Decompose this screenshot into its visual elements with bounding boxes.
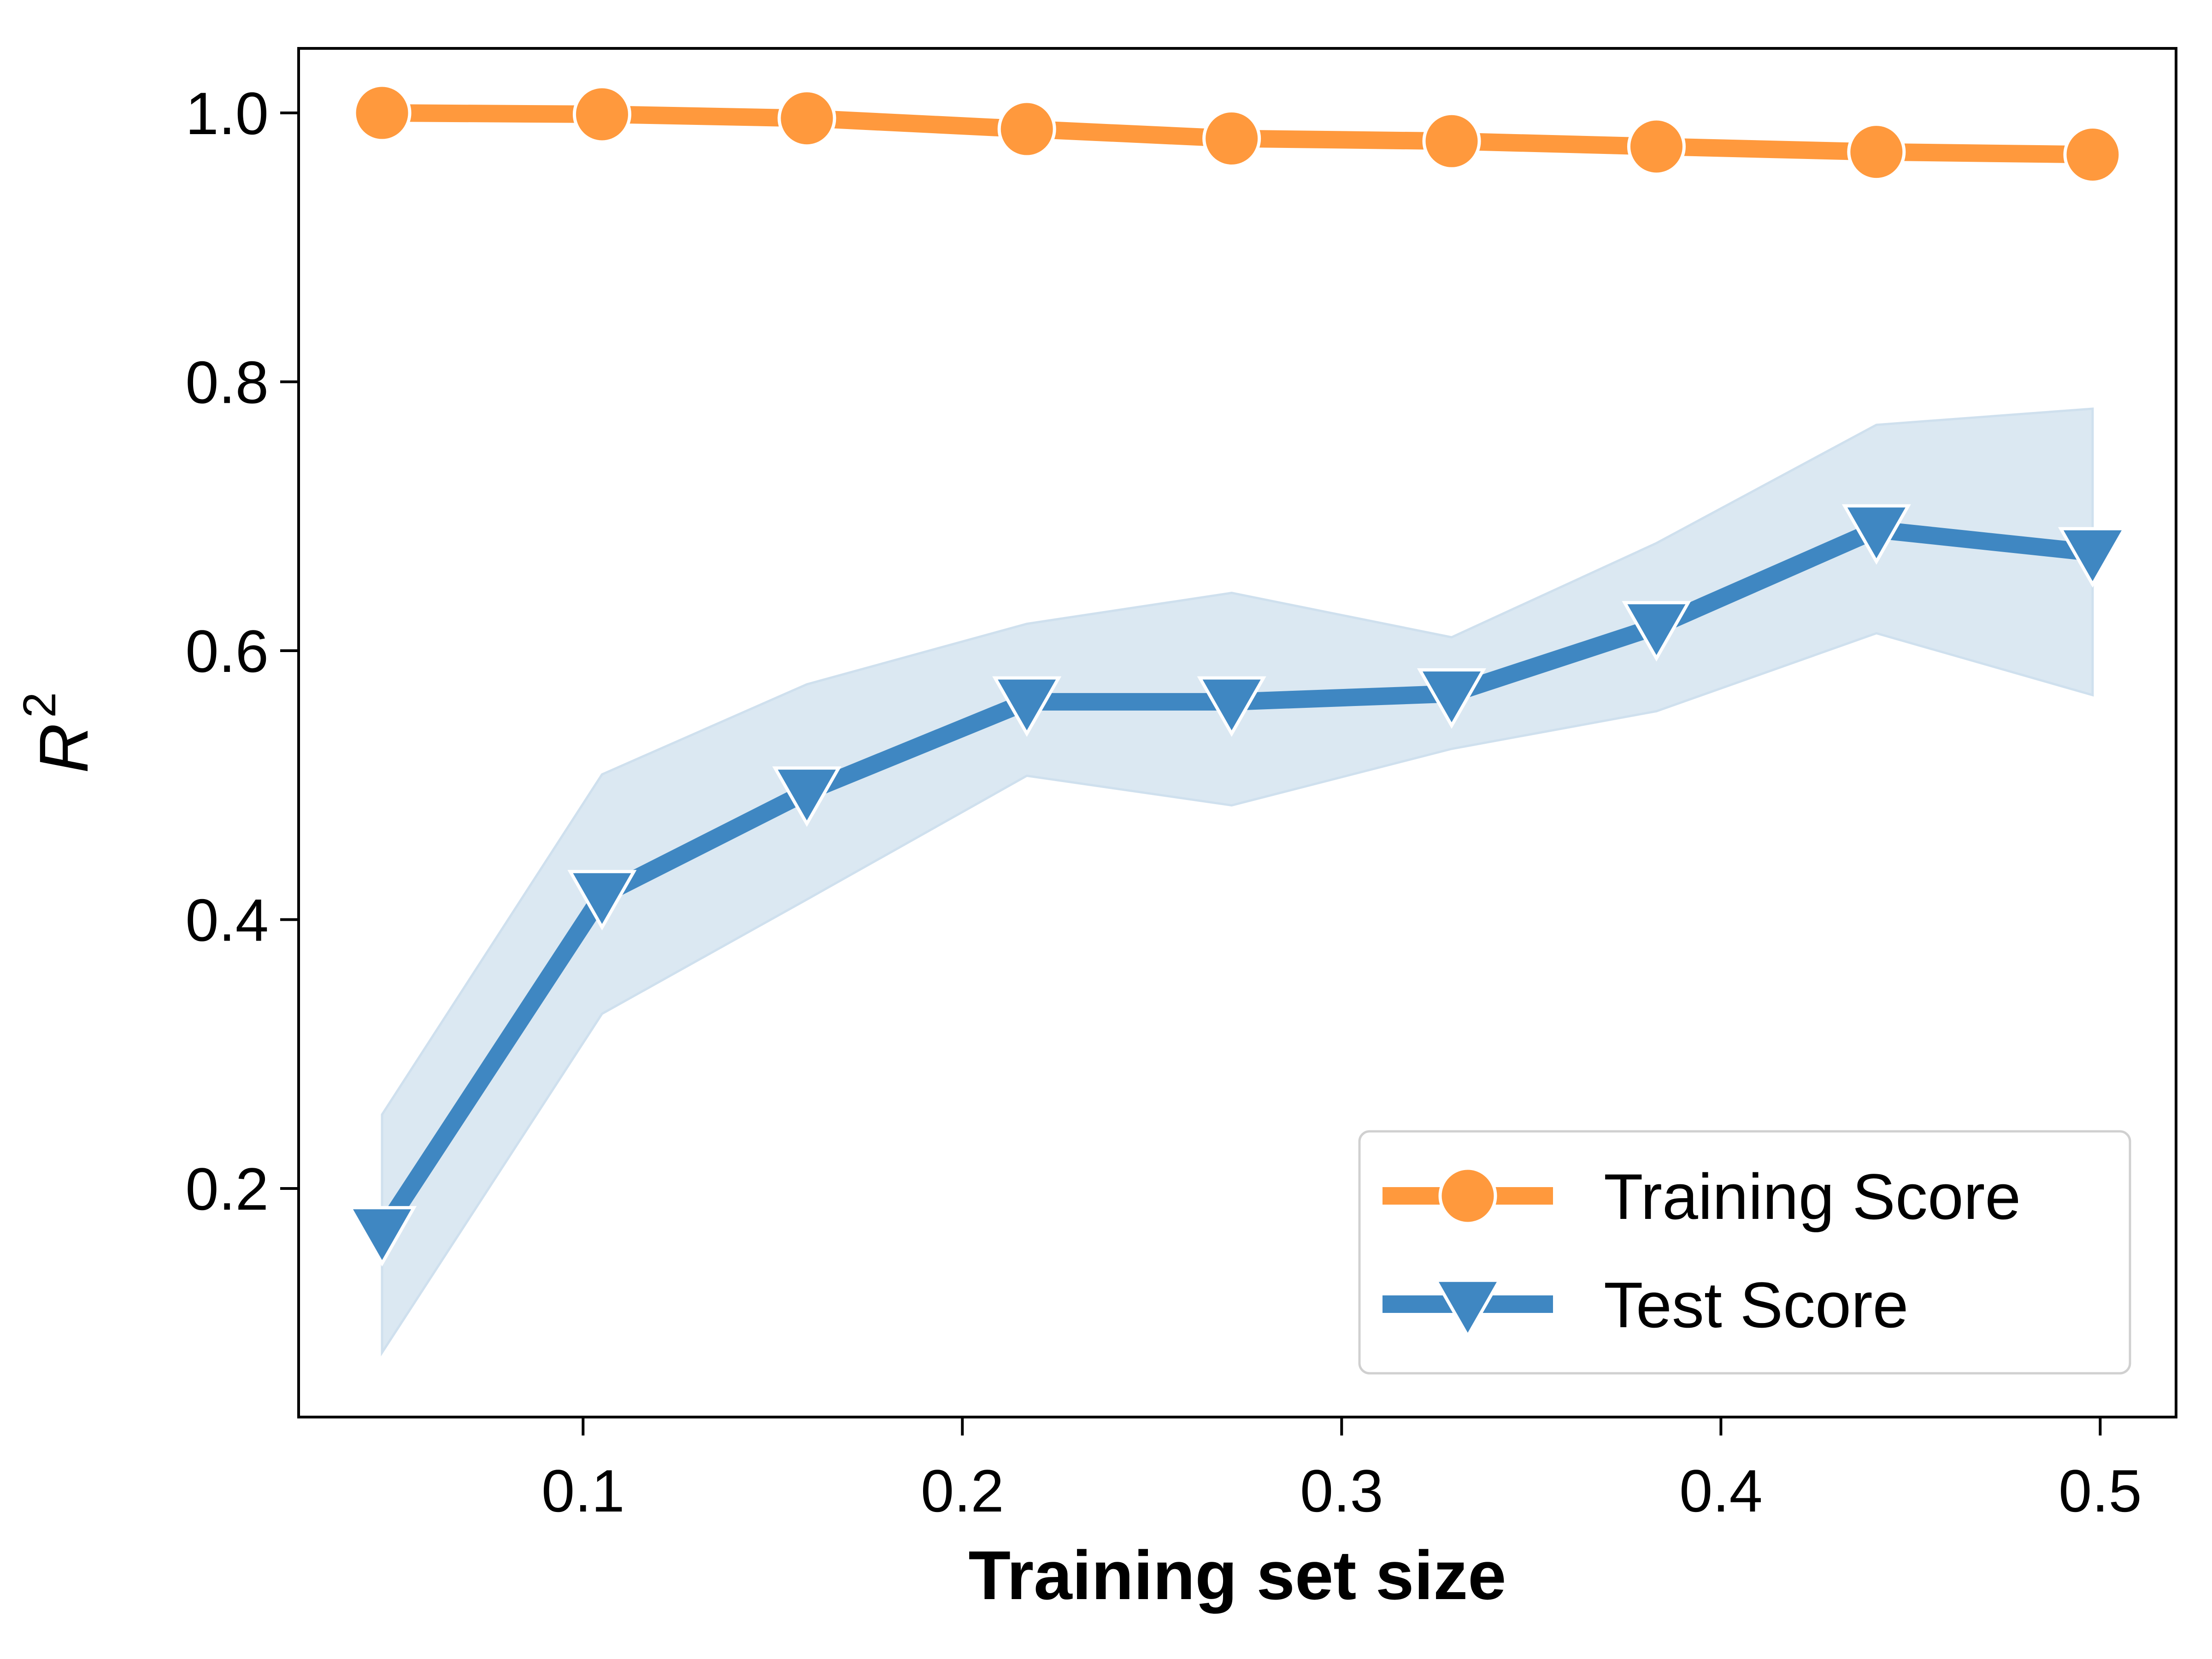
- x-tick-label: 0.4: [1679, 1457, 1763, 1524]
- plot-frame: [297, 47, 2177, 1418]
- y-tick-label: 0.4: [185, 887, 269, 954]
- legend: Training Score Test Score: [1358, 1130, 2131, 1375]
- series-0-point: [777, 89, 836, 148]
- series-0-point: [353, 83, 412, 142]
- series-0-point: [1202, 109, 1261, 168]
- x-tick-label: 0.3: [1300, 1457, 1383, 1524]
- y-axis-ticks: 0.2 0.4 0.6 0.8 1.0: [185, 80, 299, 1223]
- y-tick-label: 0.2: [185, 1155, 269, 1223]
- x-axis-ticks: 0.1 0.2 0.3 0.4 0.5: [541, 1417, 2142, 1524]
- x-tick-label: 0.5: [2059, 1457, 2142, 1524]
- series-1-point: [1197, 676, 1266, 737]
- series-1-point: [2058, 527, 2127, 588]
- y-axis-label-superscript: 2: [14, 692, 65, 718]
- legend-label: Test Score: [1604, 1269, 1908, 1341]
- x-tick-label: 0.2: [921, 1457, 1004, 1524]
- series-1-point: [567, 870, 637, 931]
- series-0-point: [1627, 117, 1686, 176]
- y-tick-label: 0.8: [185, 349, 269, 416]
- y-tick-label: 0.6: [185, 618, 269, 685]
- series-1-point: [1622, 601, 1691, 662]
- series-1-point: [1417, 668, 1487, 729]
- series-1-point: [992, 676, 1062, 737]
- series-0-point: [1847, 123, 1906, 182]
- series-0-point: [2063, 125, 2122, 184]
- series-0-point: [572, 85, 631, 144]
- x-tick-label: 0.1: [541, 1457, 625, 1524]
- series-0-point: [997, 100, 1056, 159]
- y-tick-label: 1.0: [185, 80, 269, 147]
- series-1-point: [347, 1206, 417, 1267]
- series-markers: [347, 83, 2127, 1267]
- series-1-point: [772, 766, 841, 827]
- series-0-point: [1422, 112, 1481, 171]
- legend-swatch-marker: [1438, 1166, 1497, 1225]
- y-axis-label: R2: [14, 692, 102, 773]
- legend-label: Training Score: [1604, 1160, 2021, 1233]
- x-axis-label: Training set size: [968, 1536, 1506, 1614]
- y-axis-label-base: R: [25, 724, 102, 773]
- series-1-point: [1841, 504, 1911, 565]
- legend-swatch-marker: [1433, 1278, 1503, 1340]
